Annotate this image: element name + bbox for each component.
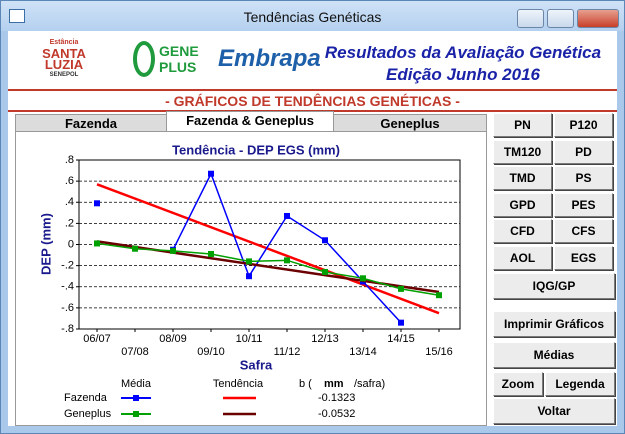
legend-slope: -0.0532 [318, 408, 355, 420]
point [398, 319, 404, 326]
header-title: Resultados da Avaliação Genética [324, 43, 602, 62]
point [170, 247, 176, 254]
button[interactable]: AOL [493, 245, 552, 270]
logo-embrapa: Embrapa [218, 45, 321, 72]
logo-text: SANTA [42, 46, 86, 61]
button[interactable]: TMD [493, 166, 552, 190]
point [398, 285, 404, 292]
y-tick-label: .4 [65, 196, 74, 208]
x-tick-label: 12/13 [311, 333, 339, 345]
legend-header: mm [324, 378, 344, 390]
point [436, 292, 442, 299]
point [246, 273, 252, 280]
button[interactable]: Imprimir Gráficos [493, 311, 615, 337]
point [132, 245, 138, 252]
legend-label: Geneplus [64, 408, 112, 420]
button[interactable]: Zoom [493, 372, 543, 396]
point [246, 258, 252, 265]
point [322, 237, 328, 244]
y-tick-label: -.4 [61, 281, 74, 293]
logo-geneplus: GENE PLUS [159, 43, 199, 75]
series-line [96, 242, 440, 296]
legend-swatch [133, 395, 139, 401]
x-tick-label: 07/08 [121, 346, 149, 358]
point [94, 200, 100, 207]
x-tick-label: 08/09 [159, 333, 187, 345]
button[interactable]: PS [554, 166, 613, 190]
tab[interactable]: Geneplus [333, 114, 487, 132]
button[interactable]: IQG/GP [493, 273, 615, 299]
geneplus-symbol [133, 41, 155, 77]
button[interactable]: EGS [554, 245, 613, 270]
trend-line [96, 183, 440, 315]
y-tick-label: 0 [68, 238, 74, 250]
logo-text: PLUS [159, 59, 197, 75]
tab[interactable]: Fazenda [15, 114, 167, 132]
y-tick-label: -.8 [61, 323, 74, 335]
client-area: Estância SANTA LUZIA SENEPOL GENE PLUS E… [8, 31, 617, 426]
chart: Tendência - DEP EGS (mm) Safra DEP (mm) … [38, 142, 461, 420]
y-tick-label: .8 [65, 154, 74, 166]
app-icon [9, 9, 25, 23]
button[interactable]: Voltar [493, 398, 615, 424]
x-tick-label: 09/10 [197, 346, 225, 358]
minimize-button[interactable] [517, 9, 544, 28]
point [208, 170, 214, 177]
series-line [172, 171, 402, 324]
legend-swatch [133, 411, 139, 417]
header-subtitle: Edição Junho 2016 [386, 65, 540, 84]
button[interactable]: PD [554, 139, 613, 164]
x-tick-label: 11/12 [274, 346, 301, 358]
x-tick-label: 13/14 [349, 346, 377, 358]
close-button[interactable] [577, 9, 619, 28]
point [94, 240, 100, 247]
x-tick-label: 06/07 [83, 333, 111, 345]
point [360, 275, 366, 282]
y-tick-label: .6 [65, 175, 74, 187]
x-axis-label: Safra [240, 357, 273, 372]
divider [8, 89, 617, 91]
button[interactable]: GPD [493, 192, 552, 217]
legend-slope: -0.1323 [318, 392, 355, 404]
logo-text: Estância [49, 39, 79, 46]
button[interactable]: CFD [493, 219, 552, 243]
button[interactable]: CFS [554, 219, 613, 243]
point [322, 268, 328, 275]
button[interactable]: PES [554, 192, 613, 217]
maximize-button[interactable] [547, 9, 574, 28]
x-tick-label: 10/11 [236, 333, 263, 345]
logo-santa-luzia: Estância SANTA LUZIA SENEPOL [24, 37, 104, 81]
button[interactable]: P120 [554, 113, 613, 137]
point [208, 251, 214, 258]
logo-text: SENEPOL [49, 72, 79, 78]
legend-header: Tendência [213, 378, 264, 390]
section-title: - GRÁFICOS DE TENDÊNCIAS GENÉTICAS - [165, 93, 460, 109]
logo-text: GENE [159, 43, 199, 59]
y-axis-label: DEP (mm) [38, 213, 53, 275]
button[interactable]: PN [493, 113, 552, 137]
y-tick-label: -.2 [61, 260, 74, 272]
legend-label: Fazenda [64, 392, 108, 404]
tab-active[interactable]: Fazenda & Geneplus [166, 111, 334, 132]
legend-header: b ( [299, 378, 312, 390]
logo-text: LUZIA [44, 57, 84, 72]
y-tick-label: .2 [65, 217, 74, 229]
window-title: Tendências Genéticas [243, 9, 382, 25]
title-bar: Tendências Genéticas [1, 1, 624, 31]
x-tick-label: 14/15 [387, 333, 415, 345]
button[interactable]: TM120 [493, 139, 552, 164]
legend-header: /safra) [354, 378, 385, 390]
point [284, 212, 290, 219]
x-tick-label: 15/16 [425, 346, 453, 358]
button[interactable]: Médias [493, 342, 615, 368]
legend-header: Média [121, 378, 152, 390]
button[interactable]: Legenda [545, 372, 615, 396]
point [284, 257, 290, 264]
y-tick-label: -.6 [61, 302, 74, 314]
chart-title: Tendência - DEP EGS (mm) [172, 142, 340, 157]
